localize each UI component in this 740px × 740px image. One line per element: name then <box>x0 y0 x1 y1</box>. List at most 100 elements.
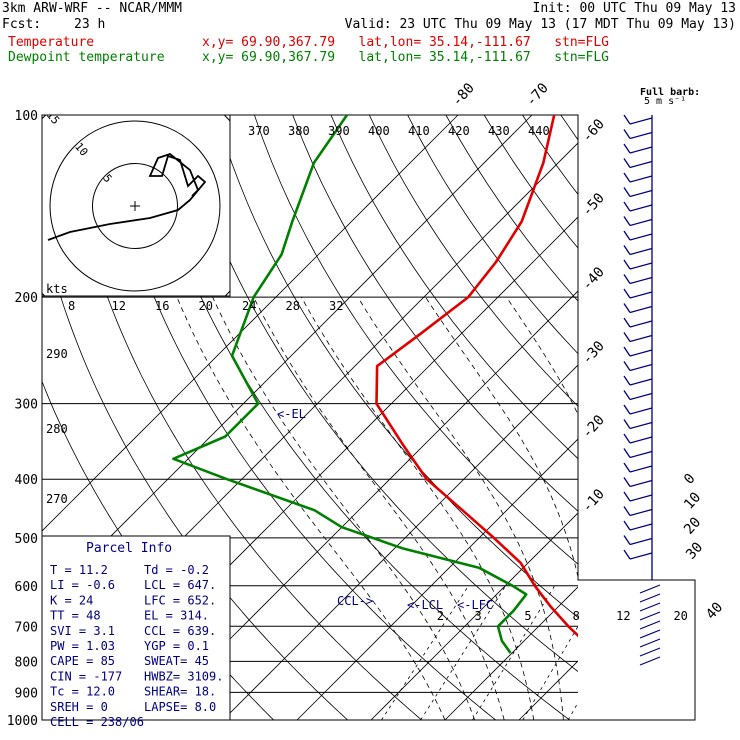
wind-barb <box>623 114 653 125</box>
isotherm-label: -20 <box>579 412 608 442</box>
dry-adiabat-line <box>729 87 740 733</box>
pressure-label: 500 <box>15 532 38 547</box>
lcl-annotation: <-LCL <box>407 598 443 612</box>
pressure-label: 600 <box>15 580 38 595</box>
wind-barb-flag <box>623 201 631 212</box>
wind-barb <box>623 549 653 560</box>
wind-barb-flag <box>623 230 631 241</box>
wind-barb-flag <box>623 462 631 473</box>
wind-barb-staff <box>629 450 653 459</box>
dry-adiabat-line <box>483 115 578 249</box>
pressure-label: 300 <box>15 398 38 413</box>
theta-label: 280 <box>46 422 68 436</box>
temperature-station-info: x,y= 69.90,367.79 lat,lon= 35.14,-111.67… <box>202 35 609 50</box>
wind-barb-staff <box>629 334 653 343</box>
isotherm-label: 40 <box>703 599 726 622</box>
moist-adiabat-line <box>300 296 535 720</box>
isotherm-line <box>42 115 459 532</box>
wind-barb-flag <box>623 158 631 168</box>
pressure-label: 400 <box>15 473 38 488</box>
parcel-info-value: SVI = 3.1 <box>50 624 115 638</box>
wind-barb-flag <box>623 549 631 560</box>
moist-adiabat-line <box>425 296 578 579</box>
wind-barb-flag <box>623 433 631 444</box>
wind-barb-flag <box>623 245 631 255</box>
wind-barb-staff <box>629 218 653 227</box>
wind-barb-flag <box>623 129 631 139</box>
mixing-ratio-label: 12 <box>616 609 630 623</box>
wind-barb-staff <box>629 262 653 270</box>
wind-barb <box>623 303 653 314</box>
wind-barb-flag <box>623 288 631 299</box>
wind-barb-flag <box>623 172 631 183</box>
dry-adiabat-line <box>177 115 578 672</box>
wind-barb-flag <box>623 187 631 197</box>
parcel-info-value: HWBZ= 3109. <box>144 669 223 683</box>
barb-legend-value: 5 m s⁻¹ <box>644 96 686 107</box>
wind-barb <box>639 638 661 648</box>
theta-label: 370 <box>248 124 270 138</box>
wind-barb-flag <box>623 535 631 545</box>
wind-barb-staff <box>629 479 653 488</box>
mixing-ratio-label: 5 <box>524 609 531 623</box>
parcel-info-value: PW = 1.03 <box>50 639 115 653</box>
wind-barb-staff <box>629 131 653 140</box>
wind-barb-flag <box>623 520 631 531</box>
forecast-label: Fcst: <box>2 17 42 32</box>
parcel-info-value: TT = 48 <box>50 609 101 623</box>
isotherm-label: -50 <box>579 190 608 220</box>
parcel-info-value: SHEAR= 18. <box>144 685 216 699</box>
isotherm-label: 20 <box>681 514 704 537</box>
parcel-info-value: LFC = 652. <box>144 593 216 607</box>
wind-barb-staff <box>629 494 653 502</box>
hodograph-unit-label: kts <box>46 282 68 296</box>
wind-barb <box>623 158 653 169</box>
wind-barb-staff <box>629 523 653 531</box>
wind-barb <box>623 129 653 140</box>
wind-barb <box>623 259 653 270</box>
pressure-label: 800 <box>15 655 38 670</box>
theta-label: 290 <box>46 347 68 361</box>
theta-label: 270 <box>46 492 68 506</box>
pressure-label: 100 <box>15 109 38 124</box>
wind-barb <box>623 346 653 357</box>
dewpoint-trace <box>172 115 528 654</box>
wind-barb-staff <box>629 320 653 328</box>
theta-label: 430 <box>488 124 510 138</box>
isotherm-line <box>296 438 578 720</box>
wind-barb-flag <box>623 477 631 487</box>
wind-barb-staff <box>629 175 653 183</box>
wind-barb-staff <box>629 537 653 546</box>
wind-barb <box>623 462 653 473</box>
hodograph-speed-label: 16 <box>155 299 169 313</box>
wind-barb <box>623 230 653 241</box>
wind-barb-staff <box>629 233 653 241</box>
theta-label: 440 <box>528 124 550 138</box>
mixing-ratio-line <box>472 585 555 720</box>
dry-adiabat-line <box>368 115 578 407</box>
wind-barb-staff <box>629 407 653 415</box>
wind-barb <box>623 506 653 517</box>
wind-barb-flag <box>623 419 631 429</box>
dry-adiabat-line <box>692 87 740 733</box>
parcel-info-value: Td = -0.2 <box>144 563 209 577</box>
wind-barb <box>623 172 653 183</box>
wind-barb-flag <box>623 346 631 357</box>
wind-barb <box>623 448 653 459</box>
isotherm-label: 30 <box>683 539 706 562</box>
dry-adiabat-line <box>62 115 423 720</box>
parcel-info-title: Parcel Info <box>86 541 172 556</box>
mixing-ratio-label: 2 <box>437 609 444 623</box>
wind-barb-staff <box>629 508 653 517</box>
isotherm-label: -80 <box>449 80 478 110</box>
dry-adiabat-line <box>522 115 578 195</box>
wind-barb <box>639 656 661 666</box>
wind-barb <box>623 491 653 502</box>
wind-barb <box>639 647 661 657</box>
wind-barb-staff <box>629 204 653 212</box>
wind-barb-staff <box>629 146 653 154</box>
barb-legend-title: Full barb: <box>640 87 700 98</box>
init-time: Init: 00 UTC Thu 09 May 13 <box>532 1 737 16</box>
mixing-ratio-label: 3 <box>475 609 482 623</box>
hodograph-speed-label: 24 <box>242 299 256 313</box>
